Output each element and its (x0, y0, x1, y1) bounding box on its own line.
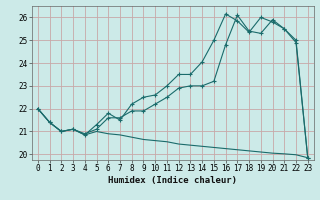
X-axis label: Humidex (Indice chaleur): Humidex (Indice chaleur) (108, 176, 237, 185)
